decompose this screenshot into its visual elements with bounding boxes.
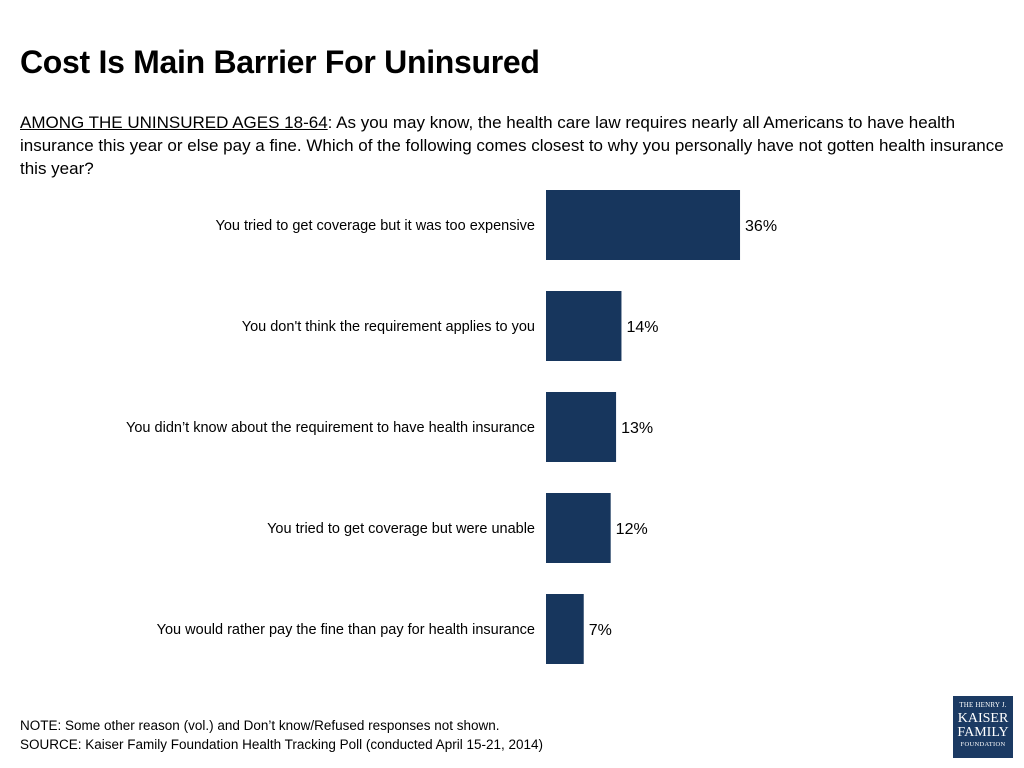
logo-line-3: FAMILY [957,725,1009,740]
category-label-2: You didn’t know about the requirement to… [126,420,535,436]
value-label-4: 7% [589,622,612,639]
bar-2 [546,392,617,462]
value-label-0: 36% [745,218,777,235]
category-label-0: You tried to get coverage but it was too… [216,218,535,234]
logo-line-4: FOUNDATION [960,741,1006,748]
kaiser-logo: THE HENRY J. KAISER FAMILY FOUNDATION [953,696,1013,758]
note-text: NOTE: Some other reason (vol.) and Don’t… [20,718,500,733]
bar-chart: You tried to get coverage but it was too… [126,190,777,664]
logo-line-1: THE HENRY J. [959,701,1007,709]
notes: NOTE: Some other reason (vol.) and Don’t… [20,716,543,754]
bar-0 [546,190,741,260]
value-label-1: 14% [626,319,658,336]
logo-line-2: KAISER [957,711,1009,726]
category-label-3: You tried to get coverage but were unabl… [267,521,535,537]
chart-title: Cost Is Main Barrier For Uninsured [20,44,540,80]
category-label-4: You would rather pay the fine than pay f… [157,622,535,638]
bar-1 [546,291,622,361]
question-body: : As you may know, the health care law r… [20,113,1004,178]
bar-3 [546,493,611,563]
question-text: AMONG THE UNINSURED AGES 18-64: As you m… [20,111,1010,180]
source-text: SOURCE: Kaiser Family Foundation Health … [20,737,543,752]
category-label-1: You don't think the requirement applies … [242,319,535,335]
value-label-3: 12% [616,521,648,538]
bar-4 [546,594,584,664]
question-lead: AMONG THE UNINSURED AGES 18-64 [20,113,328,132]
value-label-2: 13% [621,420,653,437]
